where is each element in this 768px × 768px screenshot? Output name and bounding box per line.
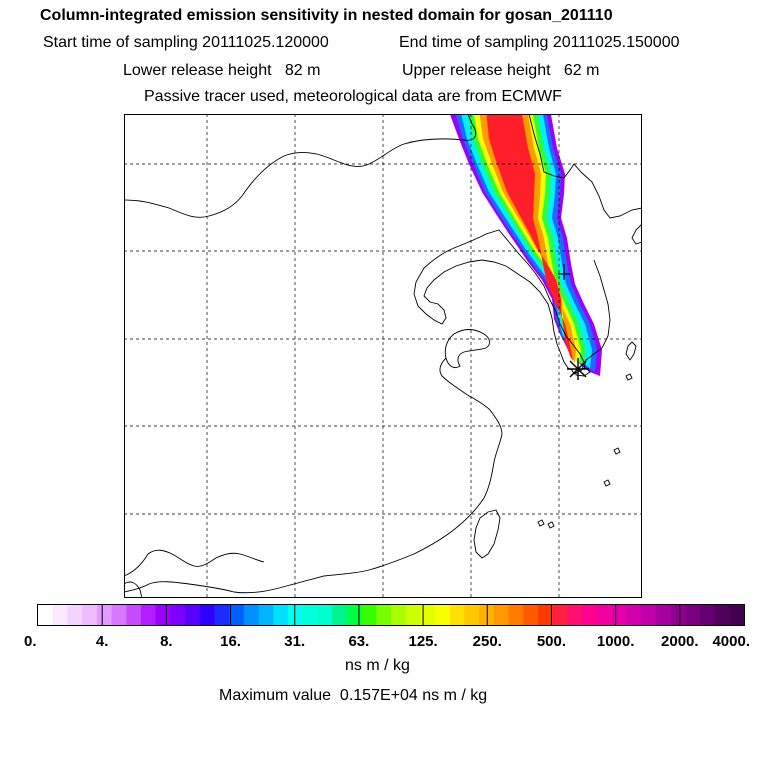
colorbar-cell [699,605,716,625]
colorbar-tick-label: 2000. [661,633,699,650]
korean-peninsula-east-coast [583,259,611,369]
colorbar-cell [214,605,230,625]
colorbar-cell [126,605,142,625]
colorbar-cell [670,605,686,625]
colorbar-cell [655,605,672,625]
colorbar-tick-label: 250. [473,633,502,650]
taiwan [473,509,501,559]
colorbar-tick-label: 1000. [597,633,635,650]
colorbar-cell [582,605,598,625]
colorbar-tick-label: 8. [160,633,173,650]
colorbar-frame [37,604,745,626]
plot-title: Column-integrated emission sensitivity i… [40,7,613,24]
border-north [124,114,477,218]
hainan-coast [124,581,143,598]
colorbar-cell [52,605,69,625]
japan-kyushu [625,341,637,361]
colorbar-cell [170,605,186,625]
ryukyu-island-2 [613,447,621,455]
colorbar-cell [552,605,569,625]
colorbar-cell [596,605,613,625]
colorbar-cell [435,605,451,625]
colorbar-cell [82,605,98,625]
colorbar-cell [199,605,216,625]
colorbar-tick-label: 4. [96,633,109,650]
ryukyu-island-1 [625,373,633,381]
colorbar-cell [729,605,745,625]
colorbar-cell [361,605,377,625]
colorbar-cell [376,605,392,625]
colorbar-tick-label: 16. [220,633,241,650]
colorbar: 0. 4. 8. 16. 31. 63. 125. 250. 500. 1000. 2000. 400… [24,604,750,650]
colorbar-tick-label: 500. [537,633,566,650]
colorbar-cell [140,605,157,625]
ryukyu-island-5 [547,521,555,529]
coastlines [124,114,642,598]
colorbar-cell [391,605,407,625]
colorbar-tick-label: 31. [284,633,305,650]
colorbar-cell [641,605,657,625]
colorbar-cell [523,605,539,625]
colorbar-cell [346,605,363,625]
colorbar-tick-label: 125. [408,633,437,650]
lower-release-label: Lower release height 82 m [123,62,321,79]
map-frame [124,114,642,598]
colorbar-cell [185,605,201,625]
colorbar-cell [420,605,436,625]
colorbar-units: ns m / kg [345,657,410,674]
colorbar-cell [611,605,627,625]
colorbar-cell [714,605,730,625]
start-time-label: Start time of sampling 20111025.120000 [43,34,329,51]
korea-mainland-coast [413,229,585,375]
ryukyu-island-4 [537,519,545,527]
colorbar-ticks: 0. 4. 8. 16. 31. 63. 125. 250. 500. 1000. 2000. 400… [24,605,750,650]
colorbar-cell [317,605,333,625]
colorbar-cell [538,605,554,625]
colorbar-cell [258,605,274,625]
colorbar-cell [67,605,83,625]
colorbar-cells [38,605,745,625]
maximum-value-label: Maximum value 0.157E+04 ns m / kg [219,687,488,704]
colorbar-cell [229,605,245,625]
colorbar-cell [685,605,701,625]
colorbar-cell [626,605,642,625]
colorbar-cell [243,605,260,625]
map-panel [124,114,642,598]
colorbar-cell [405,605,422,625]
colorbar-cell [288,605,304,625]
ryukyu-island-3 [603,479,611,487]
plume [449,114,602,376]
end-time-label: End time of sampling 20111025.150000 [399,34,680,51]
border-northeast [528,114,642,219]
colorbar-cell [464,605,480,625]
colorbar-cell [38,605,54,625]
release-site-marker [567,358,589,380]
colorbar-cell [493,605,510,625]
colorbar-cell [96,605,113,625]
southwest-border [124,549,265,577]
colorbar-cell [567,605,583,625]
colorbar-tick-label: 0. [24,633,37,650]
colorbar-cell [155,605,171,625]
colorbar-tick-label: 63. [348,633,369,650]
colorbar-tick-label: 4000. [712,633,750,650]
colorbar-cell [111,605,127,625]
colorbar-cell [508,605,524,625]
colorbar-cell [302,605,319,625]
colorbar-cell [449,605,466,625]
plume-band-red [486,114,573,361]
colorbar-cell [332,605,348,625]
colorbar-cell [273,605,289,625]
china-east-coast [124,357,503,594]
lat-lon-grid [124,114,642,598]
japan-coast [631,223,642,245]
tracer-note: Passive tracer used, meteorological data… [144,88,562,105]
upper-release-label: Upper release height 62 m [402,62,600,79]
cross-marker [558,264,570,280]
